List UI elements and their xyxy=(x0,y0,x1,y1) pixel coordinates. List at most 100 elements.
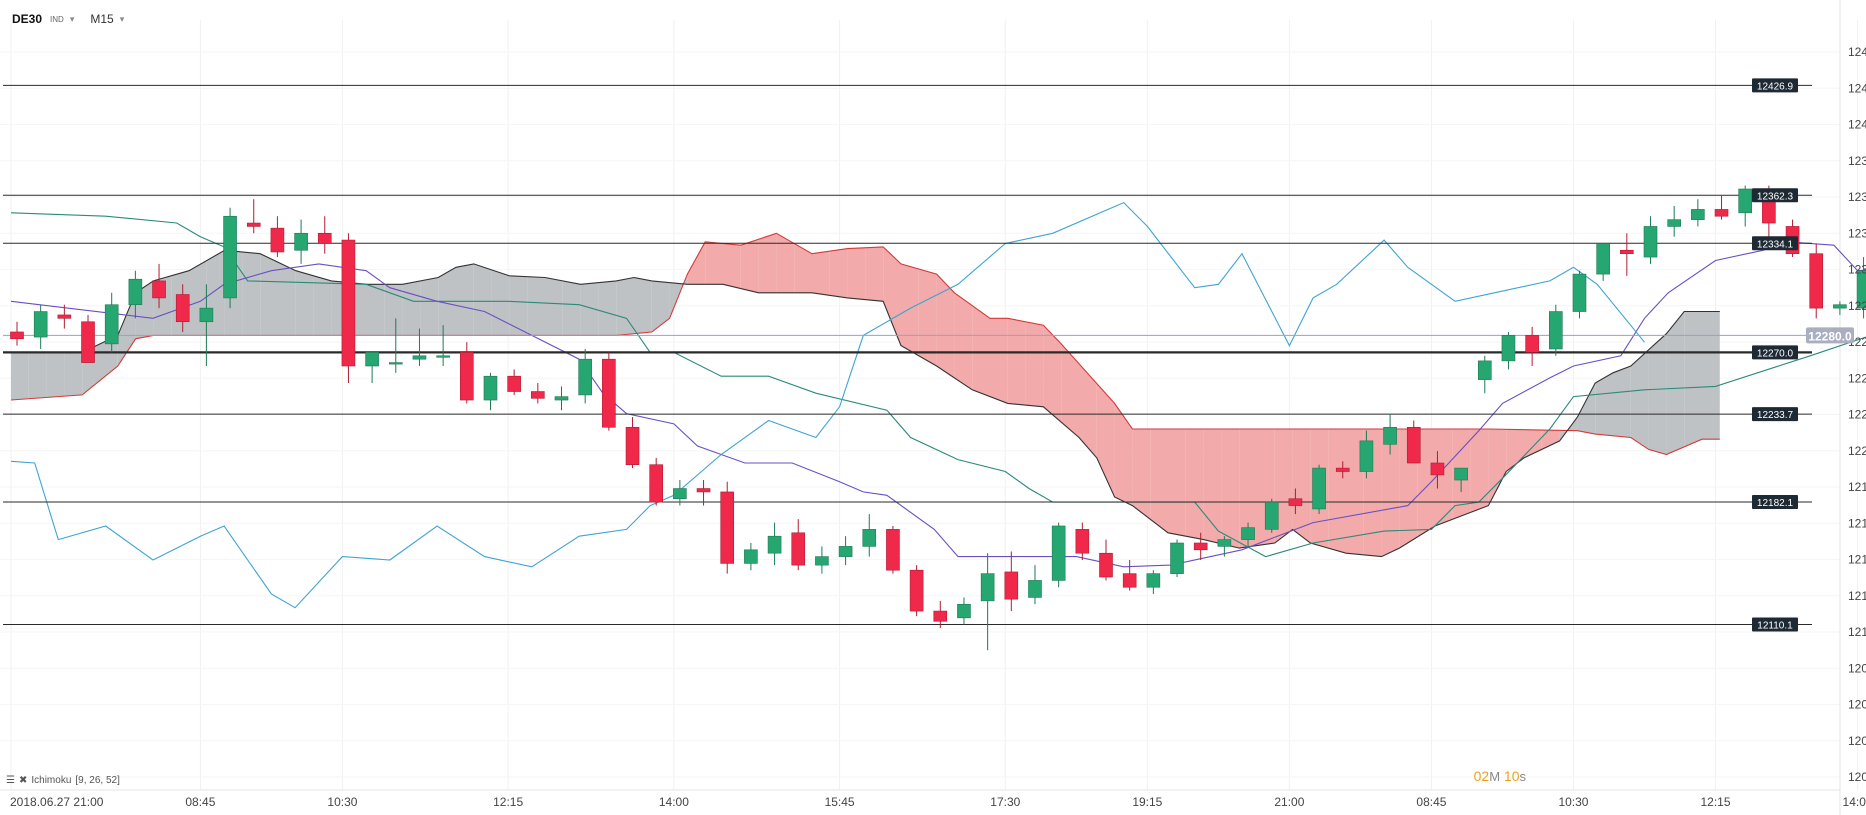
candle-body xyxy=(1430,462,1445,476)
cloud-segment xyxy=(1292,428,1311,543)
candle-body xyxy=(1075,529,1090,554)
chart-header: DE30 IND ▾ M15 ▾ xyxy=(12,12,134,26)
cloud-segment xyxy=(1025,321,1044,407)
level-label: 12110.1 xyxy=(1757,621,1793,632)
candle-body xyxy=(649,464,663,503)
candle-body xyxy=(673,488,687,500)
candle-body xyxy=(1288,498,1303,506)
cloud-segment xyxy=(1488,428,1507,506)
candle-body xyxy=(1714,209,1729,217)
ichimoku-cloud xyxy=(11,233,1720,557)
level-label-bg xyxy=(1752,617,1798,632)
cloud-segment xyxy=(1630,349,1649,450)
symbol-label[interactable]: DE30 xyxy=(12,12,43,26)
chevron-down-icon[interactable]: ▾ xyxy=(69,13,75,24)
exchange-label: IND xyxy=(50,14,64,24)
level-label-bg xyxy=(1752,78,1798,93)
level-label: 12362.3 xyxy=(1757,191,1794,202)
timeframe-selector[interactable]: M15 xyxy=(90,12,114,26)
candle-body xyxy=(696,488,711,493)
candle-body xyxy=(909,569,924,612)
cloud-segment xyxy=(1666,311,1685,455)
cloud-segment xyxy=(313,275,332,336)
close-icon[interactable]: ✖ xyxy=(18,775,28,786)
cloud-segment xyxy=(420,277,439,336)
candle-body xyxy=(1833,304,1847,309)
x-tick-label: 15:45 xyxy=(825,795,855,809)
cloud-segment xyxy=(723,243,741,289)
cloud-segment xyxy=(1613,365,1631,438)
candle-body xyxy=(1454,467,1468,481)
candle-body xyxy=(1170,542,1184,574)
candle-body xyxy=(1146,573,1161,588)
cloud-segment xyxy=(705,241,723,285)
y-tick-label: 12425.2 xyxy=(1848,81,1866,95)
cloud-segment xyxy=(990,318,1008,404)
cloud-segment xyxy=(1541,429,1560,450)
cloud-segment xyxy=(384,284,403,336)
candle-body xyxy=(294,232,308,251)
candle-body xyxy=(270,227,285,253)
timer-seconds-unit: s xyxy=(1519,769,1527,784)
chevron-down-icon[interactable]: ▾ xyxy=(119,13,125,24)
candle-body xyxy=(152,280,166,299)
candle-body xyxy=(744,549,758,564)
cloud-segment xyxy=(1096,383,1115,498)
candle-body xyxy=(317,232,332,244)
cloud-segment xyxy=(1274,428,1293,543)
cloud-segment xyxy=(1043,325,1062,423)
y-tick-label: 12041.8 xyxy=(1848,734,1866,748)
cloud-segment xyxy=(545,277,563,336)
cloud-segment xyxy=(28,352,47,399)
cloud-segment xyxy=(1185,428,1204,540)
level-label-bg xyxy=(1752,236,1798,251)
timer-minutes: 02 xyxy=(1473,768,1490,784)
cloud-segment xyxy=(206,250,225,336)
candle-body xyxy=(246,222,261,227)
candle-body xyxy=(199,307,214,323)
candle-body xyxy=(1335,467,1350,472)
candle-body xyxy=(175,294,190,323)
cloud-segment xyxy=(901,263,919,356)
candle-body xyxy=(625,426,640,466)
candle-body xyxy=(104,304,119,345)
candle-body xyxy=(1667,219,1681,227)
level-label-bg xyxy=(1752,494,1798,509)
x-tick-label: 21:00 xyxy=(1274,795,1304,809)
candle-body xyxy=(1572,273,1587,312)
cloud-segment xyxy=(687,241,706,285)
cloud-segment xyxy=(1381,428,1400,557)
candle-body xyxy=(507,375,521,392)
cloud-segment xyxy=(954,292,973,390)
candle-body xyxy=(1501,335,1516,362)
candle-body xyxy=(341,239,356,367)
cloud-segment xyxy=(491,269,510,336)
horizontal-levels xyxy=(3,84,1812,626)
y-tick-label: 12127.0 xyxy=(1848,589,1866,603)
cloud-segment xyxy=(1168,428,1186,537)
candle-body xyxy=(957,603,971,619)
cloud-segment xyxy=(1328,428,1346,554)
cloud-segment xyxy=(794,243,812,293)
x-tick-label: 12:15 xyxy=(493,795,523,809)
settings-icon[interactable]: ☰ xyxy=(6,775,15,786)
cloud-segment xyxy=(758,233,777,293)
candle-body xyxy=(720,491,735,564)
x-tick-label: 2018.06.27 21:00 xyxy=(10,795,104,809)
candle-body xyxy=(365,352,379,367)
candle-body xyxy=(838,546,853,557)
y-tick-label: 12297.4 xyxy=(1848,299,1866,313)
cloud-segment xyxy=(651,280,670,332)
level-label-bg xyxy=(1752,188,1798,203)
candle-body xyxy=(1691,209,1705,220)
candle-body xyxy=(223,215,237,299)
cloud-segment xyxy=(1221,428,1240,549)
candle-body xyxy=(81,321,95,363)
candle-body xyxy=(1856,270,1866,309)
cloud-segment xyxy=(527,276,545,336)
y-tick-label: 12340.0 xyxy=(1848,226,1866,240)
candle-body xyxy=(1525,335,1539,353)
